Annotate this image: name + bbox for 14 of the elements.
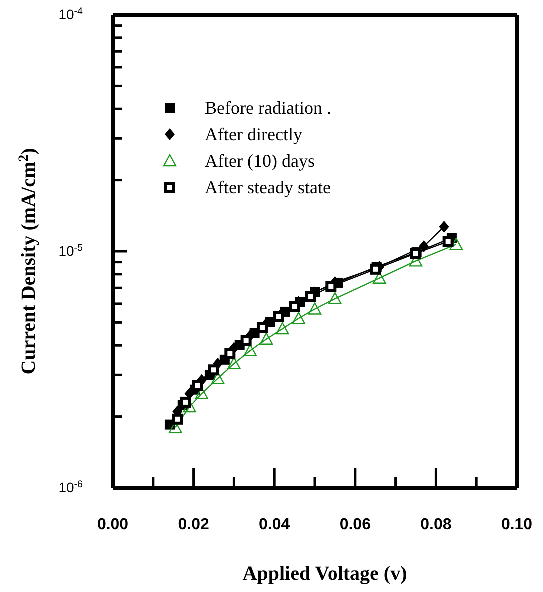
x-tick-label: 0.08: [420, 516, 452, 534]
legend-label: Before radiation .: [205, 98, 332, 118]
legend-label: After (10) days: [205, 151, 315, 171]
legend-label: After steady state: [205, 178, 331, 198]
x-tick-label: 0.10: [501, 516, 533, 534]
x-tick-label: 0.04: [259, 516, 290, 534]
y-tick-label: 10$^{-5}$: [58, 242, 84, 259]
y-tick-label: 10$^{-6}$: [58, 478, 84, 496]
x-tick-label: 0.06: [340, 516, 372, 534]
x-tick-label: 0.00: [97, 516, 129, 534]
y-tick-label: 10$^{-4}$: [58, 6, 84, 22]
legend-label: After directly: [205, 124, 302, 144]
x-axis-title: Applied Voltage (v): [242, 563, 408, 585]
x-tick-label: 0.02: [178, 516, 210, 534]
